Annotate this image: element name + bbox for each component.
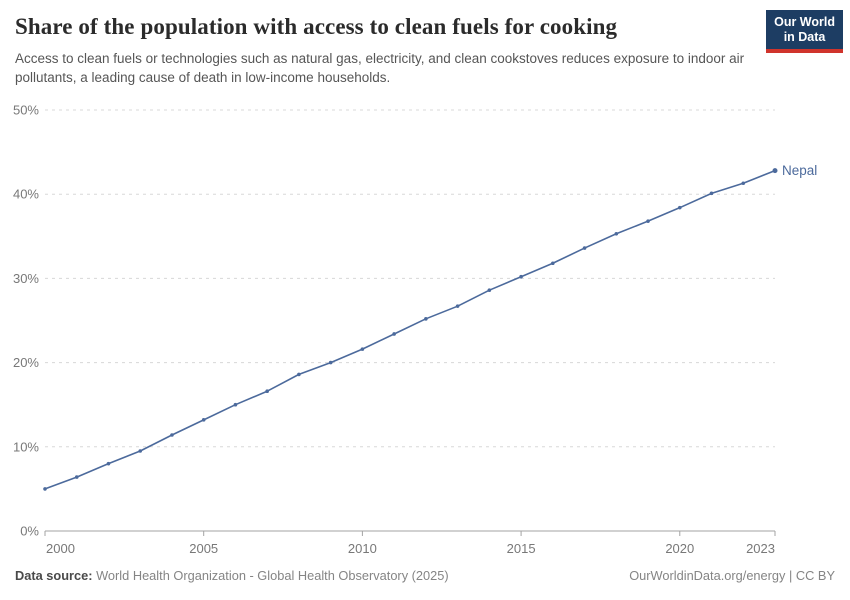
series-label-nepal[interactable]: Nepal [782,163,817,178]
y-axis-tick-label: 50% [13,103,39,118]
y-axis-tick-label: 20% [13,355,39,370]
data-point[interactable] [106,461,111,466]
data-point[interactable] [424,317,428,321]
data-point[interactable] [233,402,238,407]
x-axis-tick-label: 2000 [46,541,75,556]
data-point[interactable] [646,219,650,223]
chart-header: Share of the population with access to c… [15,14,760,87]
y-axis-tick-label: 30% [13,271,39,286]
data-point[interactable] [582,246,587,250]
chart-subtitle: Access to clean fuels or technologies su… [15,51,745,85]
data-point[interactable] [614,231,619,236]
data-point[interactable] [677,205,682,210]
data-point[interactable] [709,191,714,196]
owid-logo[interactable]: Our World in Data [766,10,843,53]
data-source-label: Data source: [15,568,93,583]
data-point[interactable] [74,475,79,479]
data-point[interactable] [551,261,555,266]
data-point[interactable] [201,418,206,422]
x-axis-tick-label: 2020 [665,541,694,556]
data-point[interactable] [138,449,143,453]
data-point[interactable] [392,332,396,336]
data-source-text: World Health Organization - Global Healt… [92,568,449,583]
y-axis-tick-label: 10% [13,439,39,454]
data-point[interactable] [265,389,269,394]
y-axis-tick-label: 0% [20,524,39,539]
data-point[interactable] [170,433,174,437]
x-axis-tick-label: 2015 [507,541,536,556]
data-point[interactable] [360,347,365,351]
data-point[interactable] [297,372,301,377]
chart-footer: Data source: World Health Organization -… [15,568,835,583]
data-point[interactable] [43,487,47,491]
page-title: Share of the population with access to c… [15,14,618,39]
x-axis-tick-label: 2023 [746,541,775,556]
license-credit[interactable]: OurWorldinData.org/energy | CC BY [629,568,835,583]
data-point[interactable] [455,304,460,308]
nepal-line[interactable] [44,169,776,490]
owid-logo-line2: in Data [783,30,826,44]
data-point[interactable] [741,181,746,186]
data-point[interactable] [772,168,778,174]
data-source: Data source: World Health Organization -… [15,568,449,583]
data-point[interactable] [328,360,333,365]
y-axis-tick-label: 40% [13,187,39,202]
owid-logo-line1: Our World [774,15,835,29]
x-axis-tick-label: 2010 [348,541,377,556]
x-axis-tick-label: 2005 [189,541,218,556]
data-point[interactable] [519,274,523,279]
data-point[interactable] [487,288,492,292]
